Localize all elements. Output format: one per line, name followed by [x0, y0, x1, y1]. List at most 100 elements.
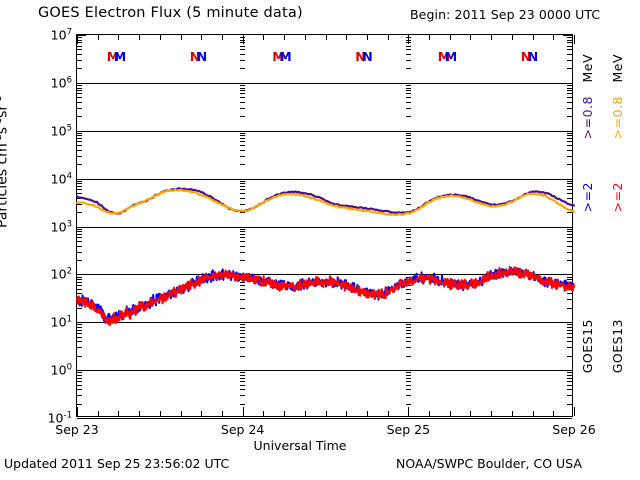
y-axis-minor-tick [567, 380, 572, 382]
y-axis-minor-tick [77, 203, 82, 205]
day-divider-tick [240, 193, 246, 195]
day-divider-tick [240, 141, 246, 143]
x-axis-major-tick [408, 407, 410, 416]
y-axis-minor-tick [77, 347, 82, 349]
day-divider-tick [405, 251, 411, 253]
y-axis-minor-tick [567, 42, 572, 44]
x-axis-minor-tick [118, 35, 120, 40]
day-divider-tick [405, 374, 411, 376]
y-axis-minor-tick [77, 377, 82, 379]
day-divider-tick [405, 231, 411, 233]
y-axis-minor-tick [567, 279, 572, 280]
day-divider-tick [405, 155, 411, 157]
y-axis-minor-tick [567, 141, 572, 143]
x-axis-minor-tick [532, 411, 534, 416]
y-axis-major-tick [563, 322, 572, 324]
y-axis-title-mid: s [0, 127, 11, 134]
legend-goes13-e2: >=2 [610, 182, 625, 213]
y-axis-major-tick [563, 82, 572, 84]
x-axis-minor-tick [263, 35, 265, 40]
y-axis-minor-tick [77, 42, 82, 44]
x-axis-minor-tick [449, 35, 451, 40]
y-axis-tick-label: 107 [50, 27, 72, 43]
day-divider-tick [405, 189, 411, 191]
day-divider-tick [405, 380, 411, 382]
y-axis-title-text: Particles cm [0, 143, 11, 228]
day-divider-tick [240, 372, 246, 374]
day-divider-tick [405, 355, 411, 357]
day-divider-tick [405, 347, 411, 349]
day-divider-tick [405, 377, 411, 379]
day-divider-tick [405, 245, 411, 247]
day-divider-tick [240, 233, 246, 235]
day-divider-tick [405, 186, 411, 188]
y-axis-minor-tick [77, 155, 82, 157]
day-divider-tick [240, 380, 246, 382]
x-axis-major-tick [242, 407, 244, 416]
y-axis-minor-tick [567, 374, 572, 376]
day-divider-tick [240, 284, 246, 286]
daymark-m: M [272, 49, 285, 64]
y-axis-minor-tick [77, 93, 82, 95]
day-divider-tick [405, 384, 411, 386]
y-axis-minor-tick [567, 107, 572, 109]
y-axis-minor-tick [77, 193, 82, 195]
daymark-m: M [444, 49, 458, 64]
x-axis-minor-tick [221, 411, 223, 416]
day-divider-tick [405, 93, 411, 95]
y-axis-minor-tick [77, 380, 82, 382]
y-axis-minor-tick [77, 228, 82, 230]
day-divider-tick [405, 403, 411, 405]
day-divider-tick [405, 203, 411, 205]
x-axis-minor-tick [139, 411, 141, 416]
y-axis-tick-label: 102 [50, 266, 72, 282]
day-divider-tick [238, 130, 248, 132]
x-axis-minor-tick [180, 35, 182, 40]
y-axis-minor-tick [567, 145, 572, 147]
day-divider-tick [240, 326, 246, 328]
day-divider-tick [240, 135, 246, 137]
y-axis-minor-tick [567, 132, 572, 134]
x-axis-minor-tick [511, 35, 513, 40]
x-axis-minor-tick [97, 411, 99, 416]
day-divider-tick [405, 149, 411, 151]
legend-goes15-e08: >=0.8 [580, 96, 595, 140]
y-axis-minor-tick [77, 395, 82, 397]
x-axis-minor-tick [532, 35, 534, 40]
y-axis-minor-tick [77, 101, 82, 103]
x-axis-minor-tick [366, 35, 368, 40]
day-divider-tick [240, 49, 246, 51]
gridline [77, 274, 572, 276]
y-axis-minor-tick [77, 281, 82, 283]
begin-time-label: Begin: 2011 Sep 23 0000 UTC [410, 7, 601, 22]
x-axis-minor-tick [429, 411, 431, 416]
day-divider-tick [238, 322, 248, 324]
x-axis-major-tick [77, 407, 78, 416]
day-divider-tick [240, 237, 246, 239]
day-divider-tick [240, 231, 246, 233]
legend-goes13: MeV >=0.8 >=2 GOES13 [606, 34, 632, 417]
x-axis-tick-label: Sep 23 [55, 422, 99, 437]
y-axis-minor-tick [77, 132, 82, 134]
day-divider-tick [405, 307, 411, 309]
day-divider-tick [403, 370, 413, 372]
y-axis-minor-tick [567, 377, 572, 379]
x-axis-minor-tick [304, 35, 306, 40]
x-axis-minor-tick [470, 35, 472, 40]
daymark-n: N [527, 49, 539, 64]
y-axis-minor-tick [567, 45, 572, 47]
x-axis-minor-tick [159, 411, 161, 416]
y-axis-minor-tick [77, 374, 82, 376]
y-axis-minor-tick [77, 384, 82, 386]
y-axis-minor-tick [77, 54, 82, 56]
legend-goes15-satellite: GOES15 [580, 319, 595, 374]
day-divider-tick [240, 377, 246, 379]
y-axis-minor-tick [77, 336, 82, 338]
y-axis-minor-tick [567, 329, 572, 331]
x-axis-minor-tick [97, 35, 99, 40]
y-axis-minor-tick [77, 307, 82, 309]
y-axis-minor-tick [77, 49, 82, 51]
y-axis-major-tick [77, 35, 86, 36]
day-divider-tick [238, 178, 248, 180]
y-axis-tick-label: 101 [50, 314, 72, 330]
